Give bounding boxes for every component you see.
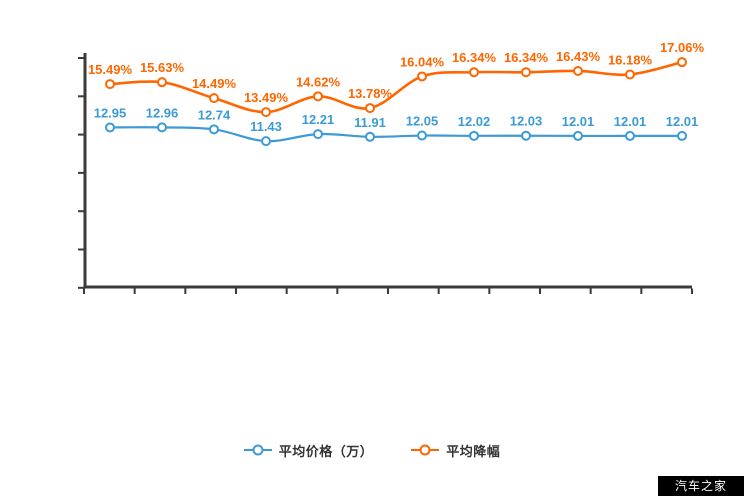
data-point[interactable] [105,79,115,90]
data-point-label: 12.21 [302,112,335,127]
data-point[interactable] [625,69,635,80]
data-point[interactable] [573,65,583,76]
series-line-avg-price [109,126,682,143]
data-point[interactable] [469,67,479,78]
data-point[interactable] [313,129,323,140]
data-point[interactable] [157,77,167,88]
data-point-label: 16.18% [608,52,653,67]
data-point-label: 11.43 [250,119,282,134]
legend-item-avg-discount[interactable]: 平均降幅 [411,441,500,460]
data-point[interactable] [469,130,479,141]
orange-line-marker-icon [411,444,440,456]
data-point[interactable] [677,57,687,68]
data-point[interactable] [677,130,687,141]
data-point-label: 12.05 [406,114,439,129]
data-point-label: 16.43% [556,49,601,64]
data-point-label: 12.95 [94,105,127,120]
data-point[interactable] [521,67,531,78]
data-point-label: 12.74 [198,107,231,122]
watermark-autohome: 汽车之家 [658,476,744,496]
data-point-label: 13.78% [348,86,393,101]
data-point-label: 11.91 [354,115,386,130]
data-point[interactable] [417,130,427,141]
data-point-label: 17.06% [660,40,705,55]
data-point-label: 15.63% [140,60,185,75]
data-point-label: 12.01 [666,114,699,129]
legend-item-avg-price[interactable]: 平均价格（万） [243,441,374,460]
data-point[interactable] [313,91,323,102]
data-point[interactable] [625,130,635,141]
data-point[interactable] [521,130,531,141]
data-point-label: 16.34% [504,50,549,65]
data-point-label: 14.49% [192,76,237,91]
data-point-label: 12.96 [146,105,179,120]
data-point[interactable] [209,124,219,135]
data-point[interactable] [105,122,115,133]
data-point-label: 14.62% [296,74,341,89]
data-point[interactable] [261,107,271,118]
data-point[interactable] [417,71,427,82]
data-point-label: 16.04% [400,54,445,69]
legend-label-avg-price: 平均价格（万） [278,443,374,459]
blue-line-marker-icon [243,444,272,456]
data-point[interactable] [573,130,583,141]
data-point-label: 13.49% [244,90,289,105]
data-point[interactable] [209,93,219,104]
data-point-label: 12.02 [458,114,491,129]
data-point-label: 15.49% [88,62,133,77]
legend-label-avg-discount: 平均降幅 [446,443,501,459]
data-point[interactable] [365,131,375,142]
data-point[interactable] [261,136,271,147]
data-point[interactable] [157,122,167,133]
data-point[interactable] [365,103,375,114]
price-trend-chart: 12.95 12.96 12.74 11.43 12.21 11.91 12.05 12.02… [78,40,705,294]
data-point-label: 12.01 [562,114,595,129]
data-point-label: 12.03 [510,114,543,129]
data-point-label: 12.01 [614,114,647,129]
data-point-label: 16.34% [452,50,497,65]
legend: 平均价格（万） 平均降幅 [0,437,744,463]
